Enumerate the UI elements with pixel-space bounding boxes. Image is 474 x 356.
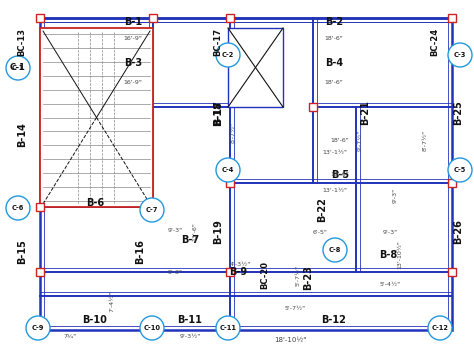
Text: 13'-6": 13'-6" <box>192 222 198 241</box>
Text: C-12: C-12 <box>431 325 448 331</box>
Text: B-2: B-2 <box>325 17 343 27</box>
Text: B-11: B-11 <box>178 315 202 325</box>
Text: 18'-10½": 18'-10½" <box>274 337 306 343</box>
Text: 13'-1½": 13'-1½" <box>322 150 347 155</box>
Text: 18'-6": 18'-6" <box>331 173 349 178</box>
Bar <box>36 14 44 22</box>
Text: 16'-9": 16'-9" <box>124 79 143 84</box>
Text: 5'-3": 5'-3" <box>167 269 182 274</box>
Text: B-14: B-14 <box>17 122 27 147</box>
Text: B-17: B-17 <box>213 100 223 125</box>
Bar <box>309 103 317 111</box>
Text: 5'-4½": 5'-4½" <box>380 283 401 288</box>
Bar <box>448 268 456 276</box>
Text: BC-17: BC-17 <box>213 28 222 56</box>
Text: B-25: B-25 <box>453 100 463 125</box>
Bar <box>40 28 153 207</box>
Text: B-16: B-16 <box>135 240 145 265</box>
Text: BC-20: BC-20 <box>261 261 270 289</box>
Circle shape <box>323 238 347 262</box>
Text: 6'-5": 6'-5" <box>312 230 328 235</box>
Text: B-7: B-7 <box>181 235 199 245</box>
Text: C-2: C-2 <box>222 52 234 58</box>
Text: 9'-7½": 9'-7½" <box>357 129 363 151</box>
Text: B-9: B-9 <box>229 267 247 277</box>
Text: 4'-3½": 4'-3½" <box>229 262 251 267</box>
Circle shape <box>26 316 50 340</box>
Bar <box>44 22 448 326</box>
Text: B-6: B-6 <box>86 198 104 208</box>
Text: 18'-6": 18'-6" <box>325 36 343 41</box>
Text: B-22: B-22 <box>317 198 327 222</box>
Bar <box>36 203 44 211</box>
Text: B-1: B-1 <box>124 17 142 27</box>
Text: C-1: C-1 <box>12 65 24 71</box>
Text: 9'-3": 9'-3" <box>383 230 398 235</box>
Bar <box>448 14 456 22</box>
Text: C-1: C-1 <box>10 63 26 73</box>
Text: C-11: C-11 <box>219 325 237 331</box>
Bar <box>226 268 234 276</box>
Text: B-12: B-12 <box>321 315 346 325</box>
Circle shape <box>428 316 452 340</box>
Bar <box>40 18 452 330</box>
Text: B-21: B-21 <box>360 100 370 125</box>
Bar <box>226 179 234 187</box>
Text: 8'-7½": 8'-7½" <box>422 130 428 151</box>
Text: C-3: C-3 <box>454 52 466 58</box>
Circle shape <box>448 158 472 182</box>
Text: 18'-6": 18'-6" <box>331 137 349 142</box>
Text: C-9: C-9 <box>32 325 44 331</box>
Circle shape <box>216 158 240 182</box>
Text: B-3: B-3 <box>124 58 142 68</box>
Text: 18'-6": 18'-6" <box>325 79 343 84</box>
Circle shape <box>448 43 472 67</box>
Bar <box>149 203 157 211</box>
Text: B-8: B-8 <box>379 250 397 260</box>
Text: B-26: B-26 <box>453 220 463 245</box>
Bar <box>228 28 283 107</box>
Text: B-23: B-23 <box>303 266 313 290</box>
Circle shape <box>140 316 164 340</box>
Circle shape <box>216 43 240 67</box>
Text: 9'-3": 9'-3" <box>167 227 182 232</box>
Text: 5'-7½": 5'-7½" <box>295 265 301 286</box>
Bar <box>448 179 456 187</box>
Text: 13'-10½": 13'-10½" <box>398 241 402 269</box>
Bar <box>149 14 157 22</box>
Text: 7¾": 7¾" <box>64 334 77 339</box>
Text: B-15: B-15 <box>17 240 27 265</box>
Text: 13'-1½": 13'-1½" <box>322 188 347 193</box>
Text: 9'-3": 9'-3" <box>392 188 398 203</box>
Text: C-5: C-5 <box>454 167 466 173</box>
Text: C-8: C-8 <box>329 247 341 253</box>
Text: BC-13: BC-13 <box>18 28 27 56</box>
Text: 8'-7½": 8'-7½" <box>230 121 236 142</box>
Bar <box>36 268 44 276</box>
Text: 9'-3½": 9'-3½" <box>179 334 201 339</box>
Text: BC-24: BC-24 <box>430 28 439 56</box>
Text: B-4: B-4 <box>325 58 343 68</box>
Text: B-18: B-18 <box>213 100 223 126</box>
Text: 16'-9": 16'-9" <box>124 36 143 41</box>
Text: B-19: B-19 <box>213 220 223 245</box>
Circle shape <box>6 196 30 220</box>
Bar <box>226 14 234 22</box>
Circle shape <box>6 56 30 80</box>
Text: C-10: C-10 <box>144 325 161 331</box>
Text: B-10: B-10 <box>82 315 108 325</box>
Circle shape <box>216 316 240 340</box>
Text: 5'-7½": 5'-7½" <box>284 305 306 310</box>
Circle shape <box>140 198 164 222</box>
Text: C-7: C-7 <box>146 207 158 213</box>
Text: 7'-4½": 7'-4½" <box>109 290 115 312</box>
Text: C-4: C-4 <box>222 167 234 173</box>
Text: C-6: C-6 <box>12 205 24 211</box>
Text: B-5: B-5 <box>331 170 349 180</box>
